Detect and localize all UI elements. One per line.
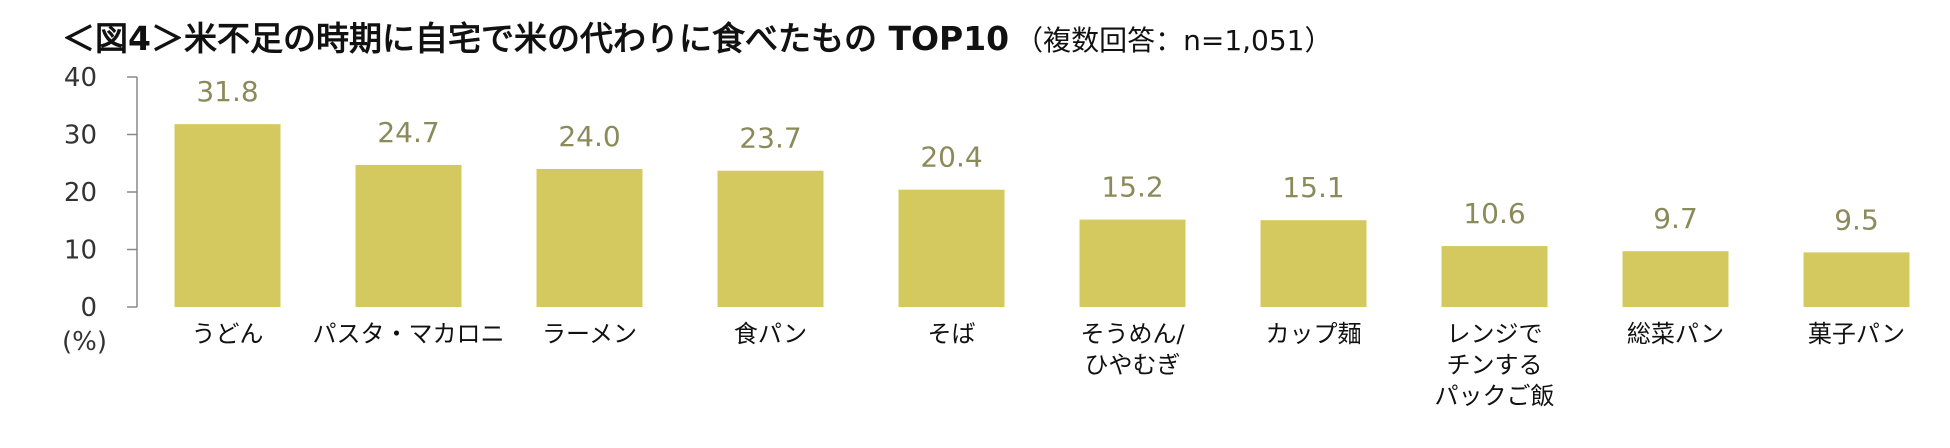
y-unit-label: (%) [62, 327, 107, 357]
category-label: うどん [192, 320, 264, 348]
category-label: 菓子パン [1808, 320, 1905, 348]
category-label: ひやむぎ [1085, 351, 1181, 379]
bar [717, 170, 824, 307]
bar [898, 189, 1005, 307]
data-label: 15.2 [1101, 171, 1163, 204]
bar [1260, 220, 1367, 307]
y-tick-label: 30 [64, 121, 97, 151]
category-label: ラーメン [542, 320, 637, 348]
y-tick-label: 0 [80, 293, 97, 323]
category-label: チンする [1447, 351, 1543, 379]
data-label: 20.4 [920, 141, 982, 174]
chart-subtitle: （複数回答：n=1,051） [1015, 24, 1333, 57]
data-label: 9.7 [1653, 202, 1698, 235]
category-label: そば [928, 320, 976, 348]
bar [1441, 246, 1548, 307]
category-label: レンジで [1447, 320, 1543, 348]
data-label: 9.5 [1834, 203, 1879, 236]
category-label: パックご飯 [1435, 382, 1555, 410]
y-tick-label: 10 [64, 236, 97, 266]
bar [1622, 251, 1729, 307]
data-label: 10.6 [1463, 197, 1525, 230]
y-tick-label: 20 [64, 178, 97, 208]
bar [1803, 252, 1910, 307]
category-label: そうめん/ [1080, 320, 1185, 348]
bar [536, 169, 643, 307]
data-label: 15.1 [1282, 171, 1344, 204]
data-label: 31.8 [196, 75, 258, 108]
category-label: 総菜パン [1627, 320, 1724, 348]
category-label: パスタ・マカロニ [313, 320, 505, 348]
chart-title: ＜図4＞米不足の時期に自宅で米の代わりに食べたもの TOP10 （複数回答：n=1… [62, 12, 1333, 60]
data-label: 24.7 [377, 116, 439, 149]
category-label: 食パン [734, 320, 807, 348]
bar [355, 164, 462, 307]
chart-title-main: ＜図4＞米不足の時期に自宅で米の代わりに食べたもの TOP10 [62, 19, 1010, 58]
data-label: 24.0 [558, 120, 620, 153]
bar [1079, 219, 1186, 307]
y-tick-label: 40 [64, 63, 97, 93]
data-label: 23.7 [739, 122, 801, 155]
bar [174, 124, 281, 308]
category-label: カップ麺 [1266, 320, 1362, 348]
